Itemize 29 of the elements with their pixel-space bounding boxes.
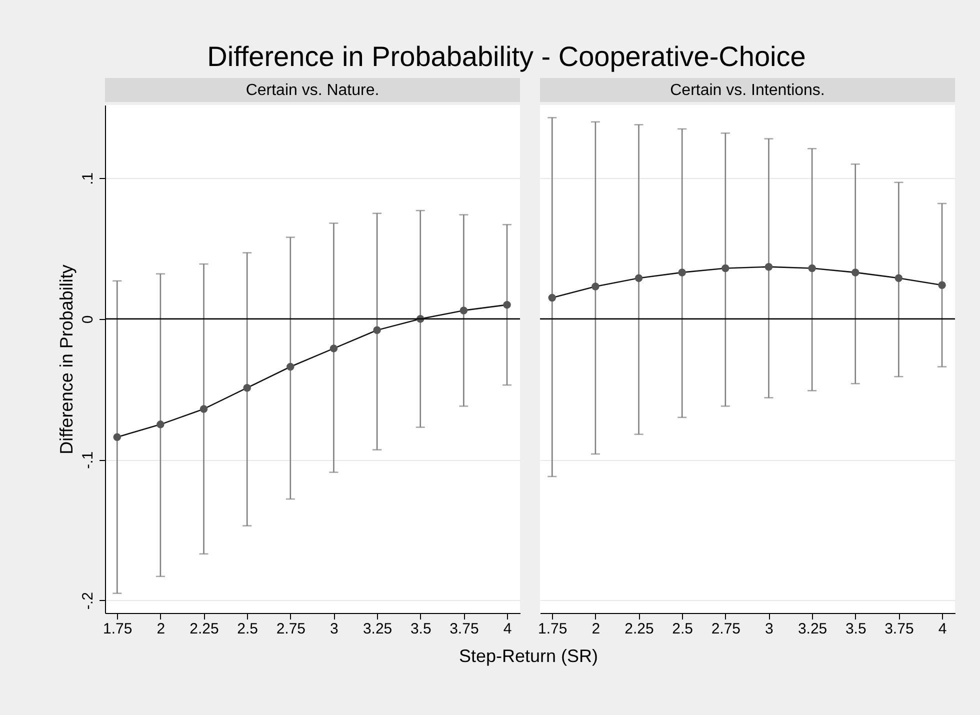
x-tick-label: 3.25 [798, 620, 828, 638]
y-tick-label: .1 [80, 172, 96, 185]
x-tick-label: 3.5 [845, 620, 866, 638]
x-tick-label: 3 [765, 620, 774, 638]
x-tick-label: 3 [330, 620, 338, 638]
x-tick-label: 1.75 [103, 620, 132, 638]
x-tick-label: 2 [592, 620, 600, 638]
y-axis-title: Difference in Probability [56, 264, 76, 454]
x-tick-label: 2.25 [190, 620, 219, 638]
x-tick-label: 2 [156, 620, 166, 638]
x-tick-label: 3.75 [450, 620, 479, 638]
x-tick-label: 3.5 [410, 620, 432, 638]
x-tick-label: 2.75 [276, 620, 306, 638]
x-tick-label: 2.75 [711, 620, 741, 638]
x-tick-label: 2.5 [237, 620, 258, 638]
x-tick-label: 4 [503, 620, 512, 638]
chart-subtitle: Certain vs. Nature. [246, 82, 380, 99]
x-tick-label: 2.25 [624, 620, 654, 638]
x-tick-label: 3.25 [362, 620, 392, 638]
chart-title: Difference in Probabability - Cooperative-Choice [207, 41, 806, 72]
y-tick-label: 0 [80, 315, 96, 324]
x-tick-label: 2.5 [672, 620, 694, 638]
y-tick-label: -.1 [80, 451, 96, 469]
x-tick-label: 4 [938, 620, 947, 638]
x-axis-title: Step-Return (SR) [458, 646, 598, 666]
chart-subtitle: Certain vs. Intentions. [670, 82, 825, 99]
x-tick-label: 3.75 [884, 620, 914, 638]
x-tick-label: 1.75 [538, 620, 568, 638]
y-tick-label: -.2 [80, 592, 96, 610]
